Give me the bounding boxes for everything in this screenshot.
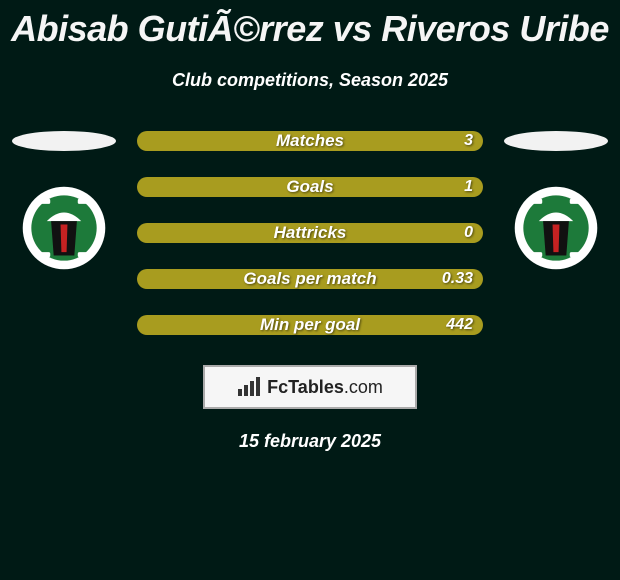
left-player-col — [9, 131, 119, 271]
stat-bar-goals: Goals 1 — [137, 177, 483, 197]
stat-right-value: 442 — [446, 316, 473, 334]
stat-bar-min-per-goal: Min per goal 442 — [137, 315, 483, 335]
stat-bar-hattricks: Hattricks 0 — [137, 223, 483, 243]
fctables-text: FcTables.com — [267, 377, 383, 398]
subtitle: Club competitions, Season 2025 — [0, 70, 620, 91]
right-club-badge — [513, 185, 599, 271]
fctables-name: FcTables — [267, 377, 344, 397]
stat-right-value: 0.33 — [442, 270, 473, 288]
right-player-col — [501, 131, 611, 271]
comparison-row: Matches 3 Goals 1 Hattricks 0 Goals per … — [0, 131, 620, 335]
stat-label: Goals per match — [243, 269, 376, 289]
stat-label: Goals — [286, 177, 333, 197]
fctables-link[interactable]: FcTables.com — [203, 365, 417, 409]
stat-label: Hattricks — [274, 223, 347, 243]
stat-right-value: 3 — [464, 132, 473, 150]
bars-icon — [237, 377, 263, 397]
date-line: 15 february 2025 — [0, 431, 620, 452]
stat-label: Matches — [276, 131, 344, 151]
stat-label: Min per goal — [260, 315, 360, 335]
left-club-badge — [21, 185, 107, 271]
stat-right-value: 1 — [464, 178, 473, 196]
fctables-suffix: .com — [344, 377, 383, 397]
page-title: Abisab GutiÃ©rrez vs Riveros Uribe — [0, 0, 620, 50]
left-oval — [12, 131, 116, 151]
right-oval — [504, 131, 608, 151]
stat-bar-goals-per-match: Goals per match 0.33 — [137, 269, 483, 289]
stats-column: Matches 3 Goals 1 Hattricks 0 Goals per … — [137, 131, 483, 335]
stat-bar-matches: Matches 3 — [137, 131, 483, 151]
stat-right-value: 0 — [464, 224, 473, 242]
